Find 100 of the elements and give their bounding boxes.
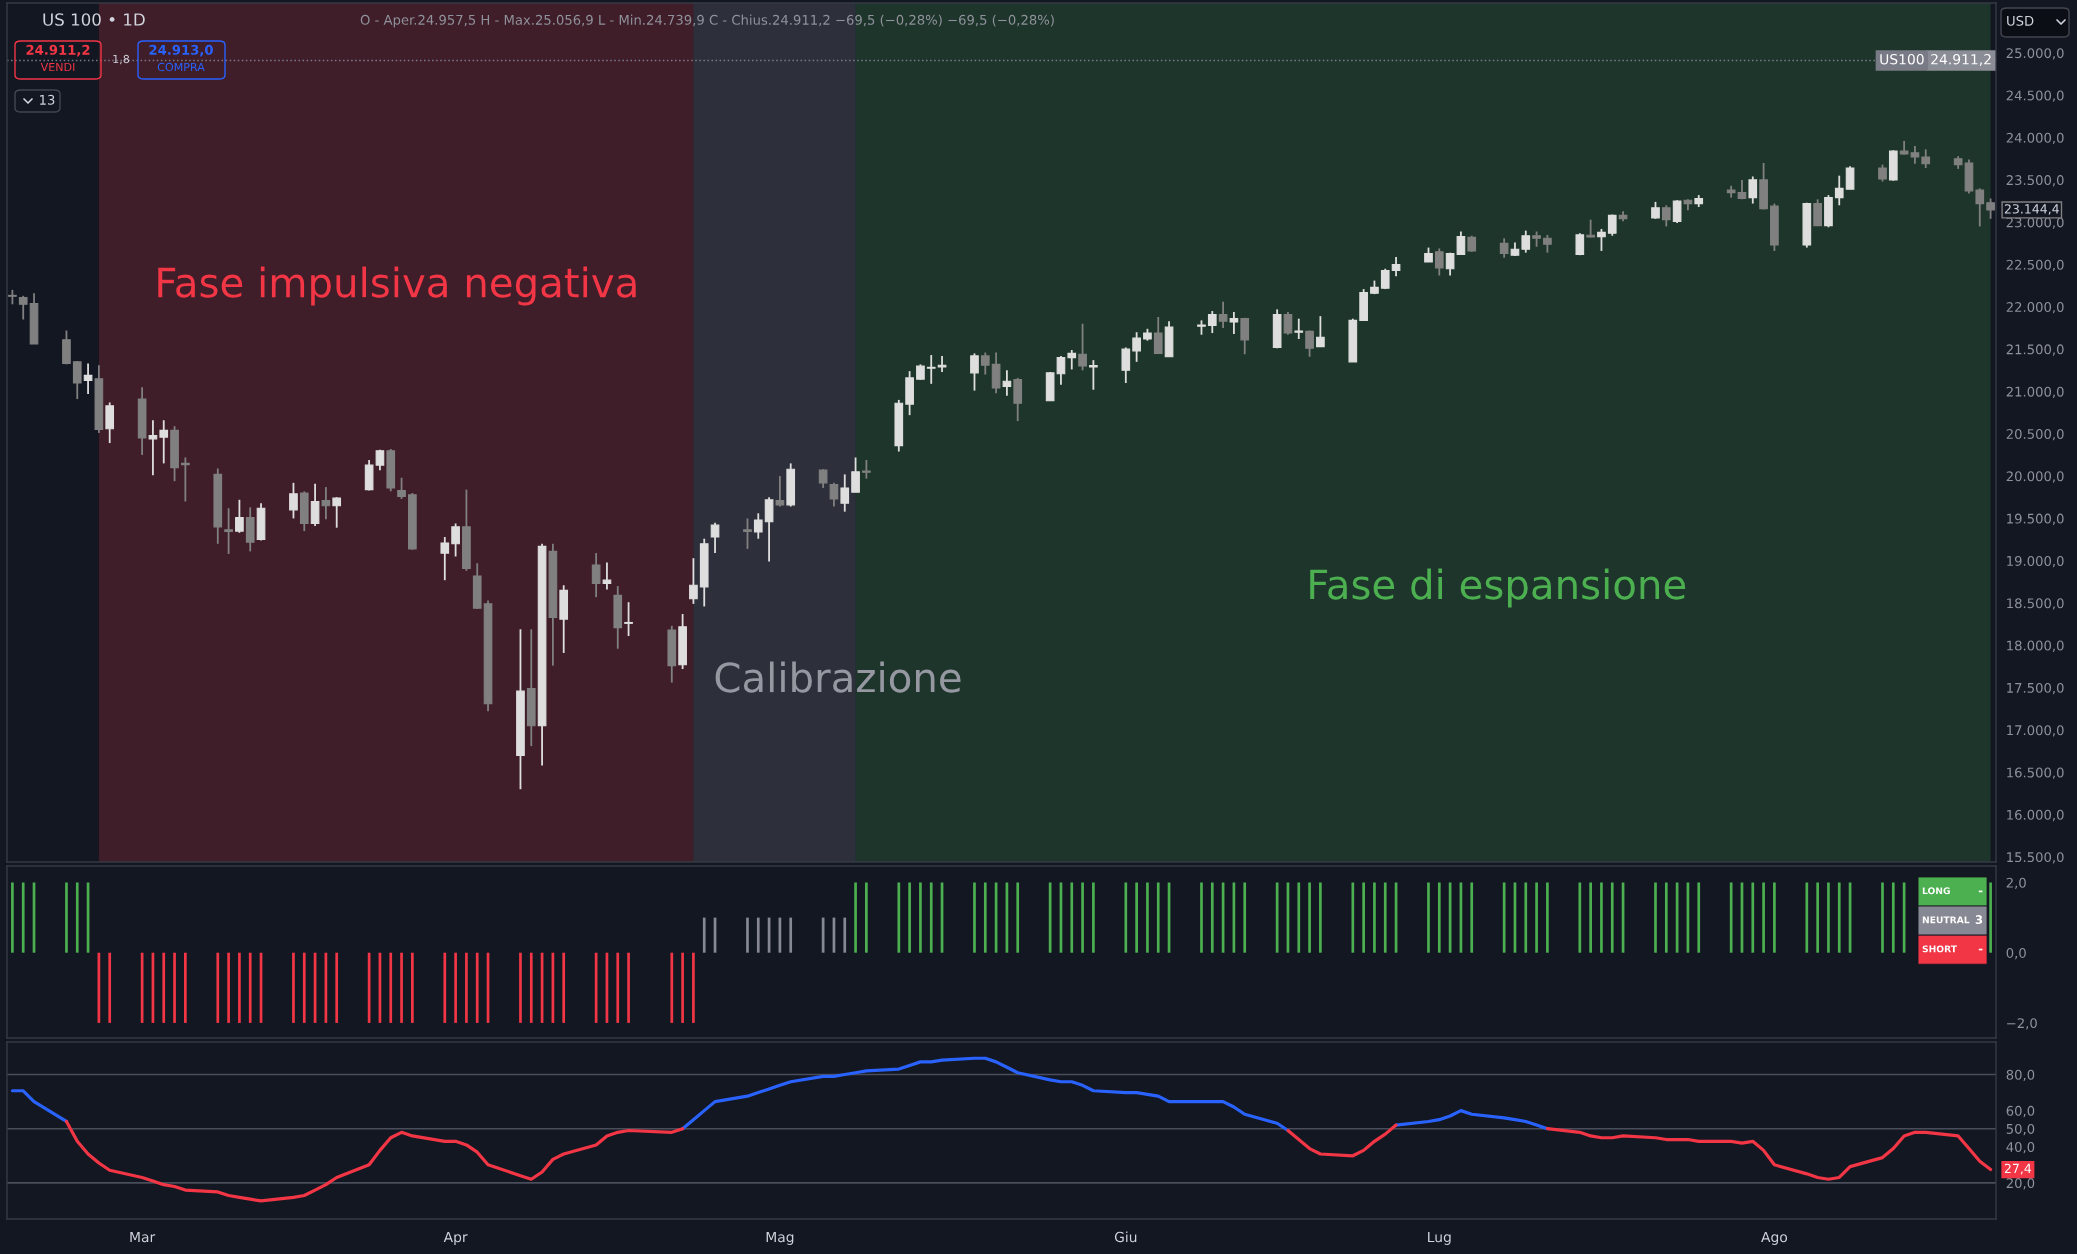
candlestick — [1521, 229, 1531, 254]
bar — [1275, 882, 1279, 953]
x-tick-label: Ago — [1761, 1231, 1788, 1245]
bar — [1427, 882, 1430, 953]
bar — [184, 952, 187, 1023]
candlestick — [1121, 346, 1131, 384]
bar — [908, 882, 911, 953]
candlestick — [1391, 255, 1401, 278]
bar — [292, 952, 295, 1023]
y-tick-label: 18.500,0 — [2007, 598, 2064, 610]
bar — [746, 917, 749, 953]
candlestick — [159, 419, 169, 465]
bar — [1308, 882, 1311, 953]
bar — [983, 882, 987, 953]
candlestick — [991, 351, 1001, 395]
candlestick — [775, 475, 785, 508]
annotation: COMPRA — [157, 62, 205, 72]
y-tick-label: 19.000,0 — [2007, 555, 2064, 568]
bar — [1502, 882, 1506, 953]
bar — [1816, 882, 1819, 953]
bar — [1016, 882, 1020, 953]
bar — [227, 952, 230, 1023]
y-tick-label: −2,0 — [2007, 1018, 2037, 1030]
y-tick-label: 50,0 — [2006, 1123, 2035, 1136]
bar — [1243, 882, 1247, 953]
bar — [1383, 882, 1387, 953]
band-label: Fase di espansione — [1310, 568, 1686, 608]
y-tick-label: 16.500,0 — [2007, 767, 2064, 779]
y-tick-label: 23.000,0 — [2006, 217, 2064, 229]
bar — [411, 952, 414, 1023]
candlestick — [440, 536, 450, 582]
candlestick — [1672, 199, 1682, 224]
candlestick — [181, 456, 190, 503]
x-tick-label: Giu — [1114, 1231, 1137, 1243]
annotation: 24.913,0 — [149, 44, 213, 57]
candlestick — [1813, 198, 1822, 227]
bar — [789, 917, 793, 953]
annotation: 1,8 — [113, 54, 130, 65]
candlestick — [591, 552, 601, 599]
bar — [843, 917, 847, 953]
bar — [865, 882, 868, 953]
bar — [1081, 882, 1084, 953]
bar — [1210, 882, 1214, 953]
bar — [302, 952, 306, 1023]
band-label: Fase impulsiva negativa — [158, 266, 636, 306]
candlestick — [970, 352, 979, 392]
candlestick — [332, 496, 342, 529]
bar — [1881, 882, 1884, 953]
candlestick — [1661, 204, 1671, 228]
candlestick — [224, 507, 233, 555]
annotation: 13 — [40, 94, 55, 105]
candlestick — [1921, 148, 1931, 169]
annotation: 23.144,4 — [2004, 204, 2059, 215]
candlestick — [1845, 165, 1855, 191]
candlestick — [1013, 377, 1023, 422]
bar — [897, 882, 901, 953]
candlestick — [1153, 316, 1163, 355]
bar — [702, 917, 706, 953]
candlestick — [862, 459, 871, 480]
bar — [1524, 882, 1528, 953]
y-tick-label: 17.500,0 — [2007, 682, 2064, 695]
ref-line-label: US100 — [1880, 53, 1924, 65]
y-tick-label: 24.500,0 — [2006, 90, 2064, 102]
bar — [1546, 882, 1549, 953]
y-tick-label: 22.500,0 — [2006, 259, 2064, 272]
candlestick — [1748, 175, 1758, 205]
y-tick-label: 2,0 — [2006, 877, 2026, 890]
annotation: VENDI — [40, 62, 75, 72]
bar — [1535, 882, 1538, 953]
bar — [389, 952, 393, 1023]
candlestick — [840, 473, 850, 513]
candlestick — [1294, 317, 1304, 340]
bar — [465, 952, 468, 1023]
candlestick — [743, 517, 752, 550]
x-tick-label: Lug — [1428, 1231, 1451, 1245]
bar — [929, 882, 933, 953]
x-tick-label: Mar — [130, 1231, 156, 1243]
bar — [616, 952, 620, 1023]
bar — [1827, 882, 1830, 953]
bar — [1297, 882, 1301, 953]
bar — [1156, 882, 1160, 953]
y-tick-label: 15.500,0 — [2007, 852, 2064, 864]
candlestick — [1975, 187, 1985, 228]
text: SHORT — [1922, 945, 1957, 953]
y-tick-label: 18.000,0 — [2007, 640, 2064, 652]
candlestick — [1067, 349, 1077, 371]
candlestick — [937, 355, 947, 373]
bar — [519, 952, 522, 1023]
candlestick — [1834, 174, 1844, 207]
annotation: 27,4 — [2004, 1163, 2032, 1175]
bar — [1697, 882, 1701, 953]
candlestick — [1207, 310, 1217, 334]
bar — [1470, 882, 1474, 953]
y-tick-label: 19.500,0 — [2007, 513, 2064, 525]
candlestick — [764, 496, 774, 563]
y-tick-label: 25.000,0 — [2006, 48, 2064, 60]
candlestick — [926, 354, 936, 385]
text: NEUTRAL — [1922, 916, 1970, 924]
bar — [1600, 882, 1603, 953]
candlestick — [689, 557, 698, 605]
